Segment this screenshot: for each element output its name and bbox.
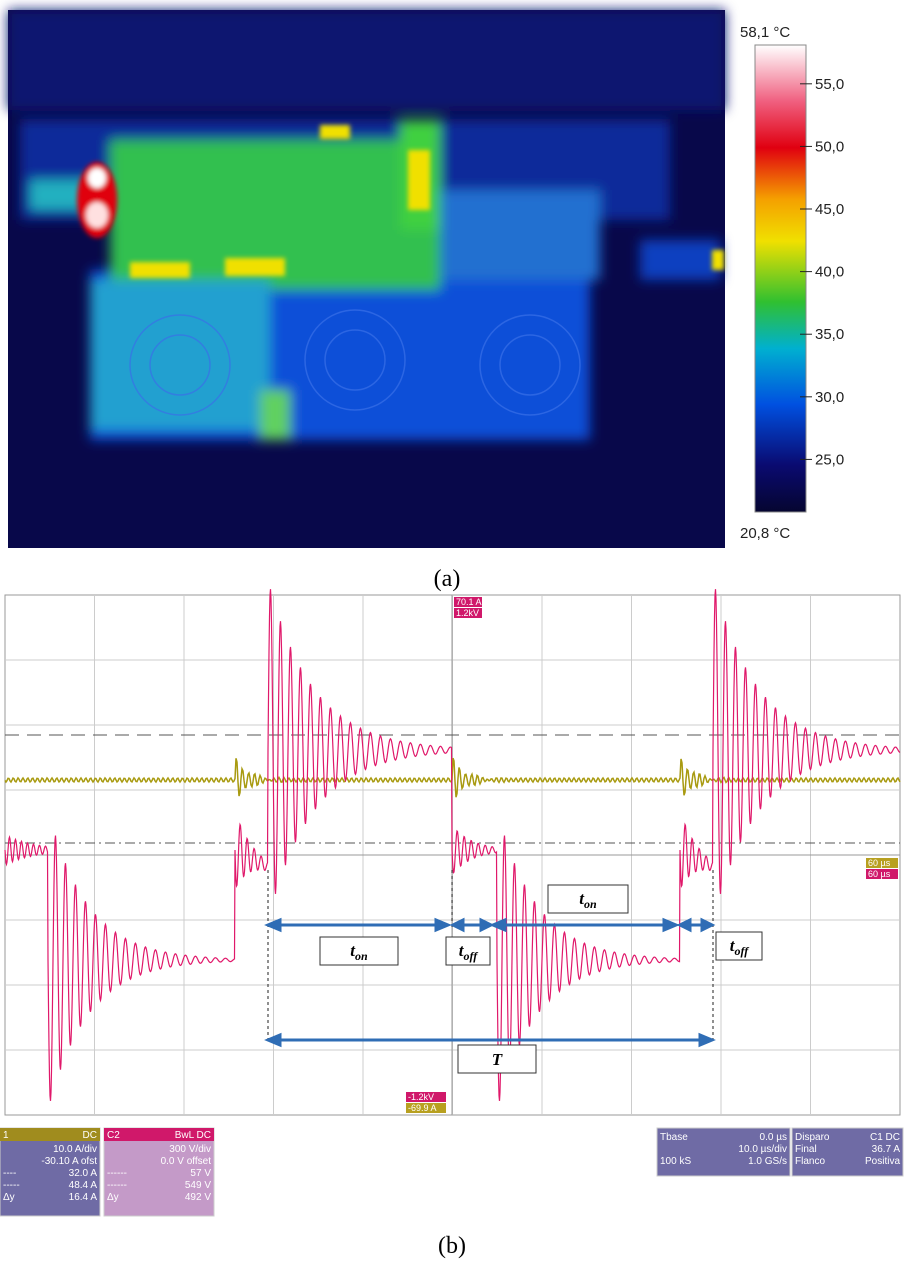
info-value: 16.4 A	[69, 1192, 98, 1203]
marker: 70.1 A	[456, 597, 482, 607]
info-label: Δy	[3, 1192, 15, 1203]
marker: 1.2kV	[456, 608, 479, 618]
colorbar-tick-label: 25,0	[815, 451, 844, 468]
colorbar-tick-label: 35,0	[815, 326, 844, 343]
scope: ton toff ton toff T 70.1 A 1.2kV -1.2kV …	[5, 589, 900, 1115]
info-value: 10.0 A/div	[53, 1144, 97, 1155]
thermal-image	[8, 10, 725, 548]
info-value: 300 V/div	[169, 1144, 211, 1155]
marker: -69.9 A	[408, 1103, 437, 1113]
info-value: -30.10 A ofst	[41, 1156, 97, 1167]
info-label: Final	[795, 1144, 817, 1155]
info-value: 492 V	[185, 1192, 211, 1203]
colorbar-tick-label: 50,0	[815, 138, 844, 155]
info-label: Disparo	[795, 1132, 830, 1143]
info-box-title: 1	[3, 1130, 9, 1141]
info-value: 0.0 V offset	[161, 1156, 212, 1167]
figure: 55,0 50,0 45,0 40,0 35,0 30,0 25,0 58,1 °C 20,…	[0, 0, 905, 1264]
colorbar-tick-label: 55,0	[815, 76, 844, 93]
info-value: 0.0 µs	[760, 1132, 787, 1143]
marker: -1.2kV	[408, 1092, 434, 1102]
marker: 60 µs	[868, 869, 891, 879]
info-label: ------	[107, 1180, 127, 1191]
colorbar-tick-label: 45,0	[815, 201, 844, 218]
colorbar-min: 20,8 °C	[740, 525, 790, 542]
info-box-title: C2	[107, 1130, 120, 1141]
marker: 60 µs	[868, 858, 891, 868]
info-value: 36.7 A	[872, 1144, 901, 1155]
info-value: 48.4 A	[69, 1180, 98, 1191]
info-label: 100 kS	[660, 1156, 691, 1167]
colorbar-tick-label: 30,0	[815, 389, 844, 406]
caption: (b)	[438, 1233, 466, 1259]
colorbar	[755, 45, 806, 512]
info-label: ------	[107, 1168, 127, 1179]
info-value: 10.0 µs/div	[738, 1144, 787, 1155]
caption: (a)	[434, 566, 461, 592]
info-value: Positiva	[865, 1156, 900, 1167]
info-value: 549 V	[185, 1180, 211, 1191]
colorbar-max: 58,1 °C	[740, 24, 790, 41]
info-value: 57 V	[190, 1168, 211, 1179]
info-label: ----	[3, 1168, 16, 1179]
info-value: 32.0 A	[69, 1168, 98, 1179]
info-box-coupling: BwL DC	[175, 1130, 211, 1141]
info-label: Δy	[107, 1192, 119, 1203]
info-value: 1.0 GS/s	[748, 1156, 787, 1167]
info-box-coupling: DC	[83, 1130, 97, 1141]
info-value: C1 DC	[870, 1132, 900, 1143]
info-label: -----	[3, 1180, 20, 1191]
colorbar-tick-label: 40,0	[815, 264, 844, 281]
info-label: Tbase	[660, 1132, 688, 1143]
info-label: Flanco	[795, 1156, 825, 1167]
period-label: T	[492, 1050, 503, 1069]
